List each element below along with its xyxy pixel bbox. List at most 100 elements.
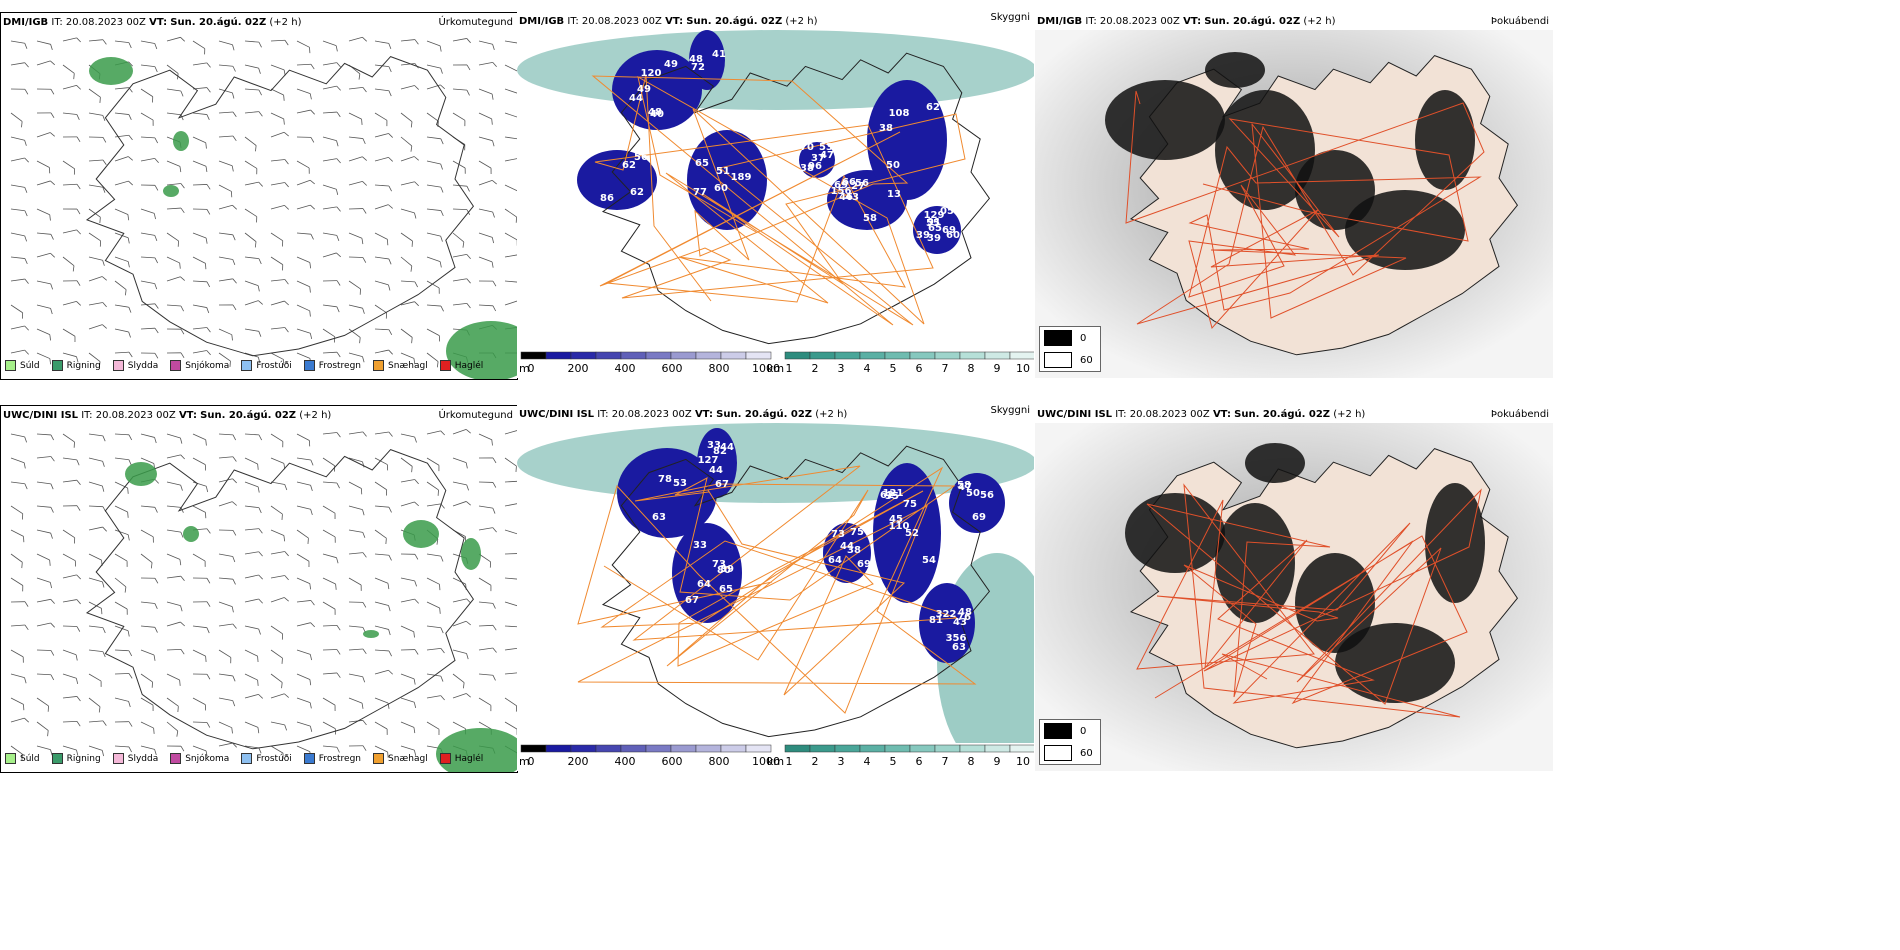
wind-barb	[348, 648, 367, 655]
wind-barb	[10, 697, 25, 711]
cloud-base-value: 37	[811, 153, 825, 164]
wind-barb	[322, 40, 338, 52]
wind-barb	[36, 721, 49, 737]
wind-barb	[10, 62, 29, 68]
wind-barb	[296, 649, 312, 661]
legend-label: Slydda	[127, 360, 159, 371]
wind-barb	[218, 204, 237, 210]
wind-barb	[244, 232, 257, 248]
fog-signal-area	[1105, 80, 1225, 160]
wind-barb	[88, 184, 106, 193]
legend-item: Snæhagl	[373, 753, 428, 764]
cloudbase-swatch	[645, 744, 672, 753]
wind-barb	[504, 480, 517, 483]
wind-barb	[244, 208, 258, 223]
wind-barb	[452, 620, 471, 627]
precip-area	[173, 131, 189, 151]
wind-barb	[348, 304, 365, 314]
wind-barb	[36, 40, 53, 50]
wind-barb	[478, 577, 492, 592]
wind-barb	[296, 721, 313, 732]
wind-barb	[10, 325, 29, 331]
wind-barb	[270, 597, 289, 603]
wind-barb	[88, 39, 107, 45]
wind-barb	[62, 208, 81, 215]
low-cloud-area	[687, 130, 767, 230]
legend-swatch	[112, 753, 124, 764]
wind-barb	[114, 457, 132, 466]
wind-barb	[114, 156, 133, 162]
wind-barb	[62, 280, 81, 286]
wind-barb	[36, 697, 49, 712]
wind-barb	[36, 328, 51, 341]
cloud-base-value: 54	[922, 555, 936, 566]
visibility-tick: 9	[994, 362, 1001, 375]
wind-barb	[62, 457, 80, 466]
wind-barb	[374, 204, 393, 210]
visibility-swatch	[859, 744, 886, 753]
wind-barb	[478, 647, 497, 653]
cloud-base-value: 47	[958, 482, 972, 493]
wind-barb	[192, 625, 210, 634]
wind-barb	[36, 649, 55, 656]
wind-barb	[218, 501, 237, 507]
wind-barb	[374, 133, 393, 138]
visibility-swatch	[1009, 744, 1034, 753]
wind-barb	[88, 481, 105, 492]
wind-barb	[218, 304, 237, 311]
wind-barb	[322, 136, 339, 147]
wind-barb	[244, 505, 262, 514]
wind-barb	[88, 232, 102, 247]
wind-barb	[504, 553, 517, 555]
wind-barb	[192, 136, 207, 149]
cloudbase-swatch	[645, 351, 672, 360]
wind-barb	[166, 697, 179, 713]
legend-label: Snjókoma	[185, 360, 230, 371]
wind-barb	[10, 136, 27, 146]
wind-barb	[62, 328, 76, 343]
wind-barb	[36, 553, 51, 566]
cloud-base-value: 76	[957, 612, 971, 623]
wind-barb	[114, 433, 133, 441]
cloud-base-value: 129	[924, 210, 945, 221]
wind-barb	[114, 134, 133, 141]
precip-legend: Súld Rigning Slydda Snjókoma Frostúði Frostre…	[5, 360, 483, 371]
wind-barb	[166, 328, 185, 335]
visibility-tick: 2	[812, 755, 819, 768]
cloud-base-value: 156	[831, 186, 852, 197]
wind-barb	[374, 349, 393, 355]
wind-barb	[62, 574, 81, 580]
cloud-base-value: 75	[903, 499, 917, 510]
wind-barb	[192, 481, 209, 493]
wind-barb	[400, 181, 419, 187]
wind-barb	[504, 300, 517, 306]
legend-swatch	[373, 360, 385, 371]
wind-barb	[140, 184, 159, 191]
cloudbase-swatch	[670, 744, 697, 753]
wind-barb	[426, 430, 445, 436]
wind-barb	[10, 673, 27, 684]
wind-barb	[374, 481, 388, 496]
wind-barb	[504, 529, 517, 535]
wind-barb	[166, 721, 179, 737]
wind-barb	[88, 505, 107, 513]
roads	[1136, 483, 1482, 718]
legend-item: Rigning	[51, 753, 101, 764]
wind-barb	[244, 181, 263, 187]
wind-barb	[10, 717, 29, 723]
cloud-base-value: 81	[929, 615, 943, 626]
wind-barb	[114, 601, 128, 615]
wind-barb	[244, 457, 259, 470]
wind-barb	[400, 649, 419, 655]
cloudbase-swatch	[570, 744, 597, 753]
panel-header: DMI/IGB IT: 20.08.2023 00Z VT: Sun. 20.á…	[1037, 16, 1336, 27]
fog-signal-area	[1425, 483, 1485, 603]
wind-barb	[504, 601, 517, 607]
legend-item: Slydda	[112, 360, 159, 371]
wind-barb	[270, 433, 284, 448]
wind-barb	[36, 577, 52, 589]
wind-barb	[88, 88, 101, 103]
wind-barb	[348, 208, 367, 214]
precip-area	[461, 538, 481, 570]
wind-barb	[10, 304, 24, 319]
